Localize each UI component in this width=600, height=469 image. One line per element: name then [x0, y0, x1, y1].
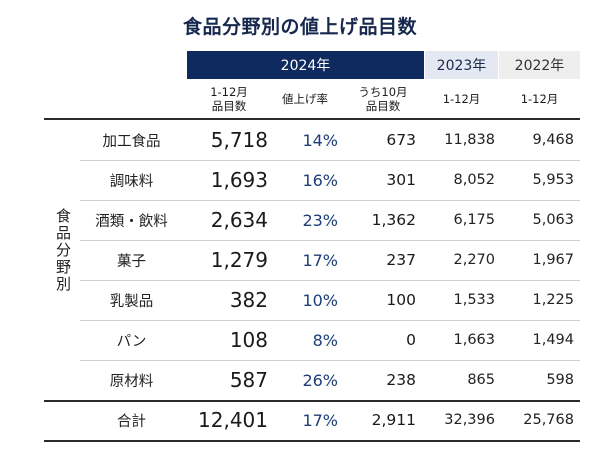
row-category-label: 乳製品: [109, 293, 154, 310]
row-category-label: 菓子: [117, 253, 146, 270]
row-y2023-value: 865: [467, 372, 495, 388]
row-divider: [80, 160, 580, 161]
col-header-items-line2: 品目数: [211, 99, 247, 113]
row-items-2024-value: 382: [229, 288, 268, 312]
total-items-2024-value: 12,401: [198, 408, 268, 432]
row-y2022-value: 1,225: [532, 292, 574, 308]
row-y2022-value: 1,494: [532, 332, 574, 348]
row-rate-2024-value: 10%: [302, 290, 338, 310]
row-items-2024-value: 1,279: [210, 248, 268, 272]
row-y2023-value: 1,663: [453, 332, 495, 348]
row-category-label: 調味料: [109, 173, 154, 190]
total-oct-2024-value: 2,911: [371, 411, 416, 429]
total-y2022-value: 25,768: [523, 412, 574, 428]
col-header-rate-2024: 値上げ率: [268, 82, 342, 116]
row-y2022-value: 5,063: [532, 212, 574, 228]
col-header-items-2024: 1-12月 品目数: [190, 82, 268, 116]
row-oct-2024-value: 673: [386, 131, 416, 149]
total-category-label: 合計: [117, 413, 146, 430]
row-y2023-value: 8,052: [453, 172, 495, 188]
col-header-2023: 1-12月: [425, 82, 498, 116]
year-header-2023: 2023年: [425, 51, 498, 79]
row-y2023-value: 6,175: [453, 212, 495, 228]
row-items-2024-value: 5,718: [210, 128, 268, 152]
table-bottom-border: [44, 440, 580, 442]
row-y2023-value: 2,270: [453, 252, 495, 268]
col-header-rate: 値上げ率: [282, 92, 328, 106]
row-oct-2024-value: 237: [386, 251, 416, 269]
header-divider: [44, 118, 580, 120]
row-items-2024-value: 1,693: [210, 168, 268, 192]
row-divider: [80, 320, 580, 321]
row-oct-2024-value: 238: [386, 371, 416, 389]
col-header-2022-label: 1-12月: [520, 92, 559, 106]
row-oct-2024-value: 301: [386, 171, 416, 189]
row-y2022-value: 9,468: [532, 132, 574, 148]
row-items-2024-value: 108: [229, 328, 268, 352]
row-divider: [80, 280, 580, 281]
row-category-label: 酒類・飲料: [95, 213, 168, 230]
total-divider: [44, 400, 580, 402]
row-divider: [80, 200, 580, 201]
row-y2023-value: 1,533: [453, 292, 495, 308]
col-header-items-line1: 1-12月: [210, 85, 248, 99]
row-group-label: 食品分野別: [54, 208, 72, 293]
row-y2022-value: 598: [546, 372, 574, 388]
row-y2022-value: 5,953: [532, 172, 574, 188]
row-category-label: パン: [116, 333, 147, 350]
total-y2023-value: 32,396: [444, 412, 495, 428]
chart-title: 食品分野別の値上げ品目数: [182, 16, 417, 38]
row-divider: [80, 360, 580, 361]
row-category-label: 加工食品: [102, 133, 161, 150]
year-header-2024: 2024年: [187, 51, 424, 79]
row-category-label: 原材料: [109, 373, 154, 390]
row-items-2024-value: 587: [229, 368, 268, 392]
year-header-2022: 2022年: [499, 51, 580, 79]
row-rate-2024-value: 14%: [302, 130, 338, 150]
row-rate-2024-value: 16%: [302, 170, 338, 190]
col-header-2023-label: 1-12月: [442, 92, 481, 106]
row-y2023-value: 11,838: [444, 132, 495, 148]
row-rate-2024-value: 26%: [302, 370, 338, 390]
row-rate-2024-value: 8%: [312, 330, 338, 350]
row-oct-2024-value: 0: [406, 331, 416, 349]
col-header-oct-line1: うち10月: [358, 85, 408, 99]
row-y2022-value: 1,967: [532, 252, 574, 268]
col-header-2022: 1-12月: [499, 82, 580, 116]
row-oct-2024-value: 1,362: [371, 211, 416, 229]
total-rate-2024-value: 17%: [302, 410, 338, 430]
col-header-oct-line2: 品目数: [365, 99, 401, 113]
row-oct-2024-value: 100: [386, 291, 416, 309]
row-items-2024-value: 2,634: [210, 208, 268, 232]
row-divider: [80, 240, 580, 241]
col-header-oct-2024: うち10月 品目数: [344, 82, 422, 116]
row-rate-2024-value: 23%: [302, 210, 338, 230]
row-rate-2024-value: 17%: [302, 250, 338, 270]
